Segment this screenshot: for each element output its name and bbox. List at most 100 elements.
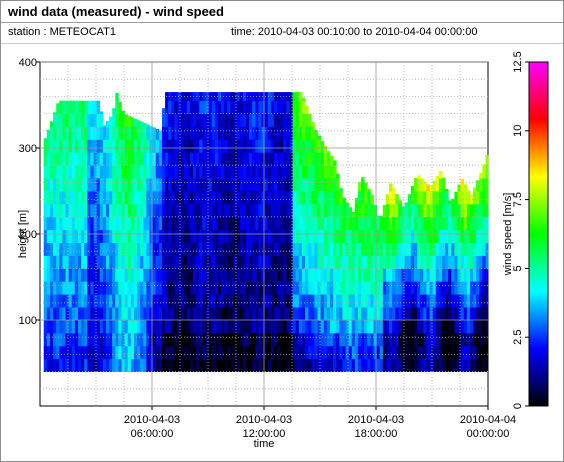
heatmap-cell	[99, 139, 104, 153]
heatmap-cell	[432, 216, 437, 231]
heatmap-cell	[93, 126, 98, 140]
heatmap-cell	[373, 229, 378, 243]
heatmap-cell	[389, 216, 393, 231]
heatmap-cell	[301, 139, 306, 153]
heatmap-cell	[59, 113, 63, 127]
heatmap-cell	[46, 281, 51, 295]
heatmap-cell	[211, 152, 216, 166]
heatmap-cell	[420, 345, 424, 360]
heatmap-cell	[457, 242, 462, 256]
heatmap-cell	[74, 229, 79, 243]
heatmap	[43, 92, 489, 372]
heatmap-cell	[404, 332, 409, 347]
heatmap-cell	[205, 268, 210, 282]
heatmap-cell	[124, 358, 129, 372]
heatmap-cell	[423, 281, 427, 295]
heatmap-cell	[77, 255, 82, 269]
heatmap-cell	[161, 139, 166, 153]
heatmap-cell	[435, 242, 440, 256]
heatmap-cell	[183, 203, 188, 218]
heatmap-cell	[214, 294, 219, 308]
heatmap-cell	[221, 242, 225, 256]
heatmap-cell	[168, 100, 172, 114]
heatmap-cell	[168, 281, 172, 295]
heatmap-cell	[280, 332, 284, 347]
heatmap-cell	[180, 216, 185, 231]
heatmap-cell	[217, 100, 222, 114]
heatmap-cell	[367, 229, 371, 243]
heatmap-cell	[211, 216, 216, 231]
heatmap-cell	[189, 126, 194, 140]
heatmap-cell	[59, 242, 63, 256]
heatmap-cell	[333, 358, 337, 372]
heatmap-cell	[161, 281, 166, 295]
heatmap-cell	[174, 229, 178, 243]
heatmap-cell	[423, 181, 427, 192]
heatmap-cell	[74, 242, 79, 256]
heatmap-cell	[301, 268, 306, 282]
heatmap-cell	[186, 345, 191, 360]
heatmap-cell	[370, 358, 374, 372]
heatmap-cell	[305, 203, 309, 218]
heatmap-cell	[426, 307, 430, 321]
heatmap-cell	[127, 116, 132, 127]
heatmap-cell	[423, 358, 427, 372]
heatmap-cell	[479, 203, 483, 218]
heatmap-cell	[171, 268, 175, 282]
heatmap-cell	[49, 320, 54, 334]
heatmap-cell	[81, 332, 85, 347]
heatmap-cell	[177, 178, 182, 192]
heatmap-cell	[239, 332, 244, 347]
heatmap-cell	[417, 229, 421, 243]
heatmap-cell	[205, 281, 210, 295]
heatmap-cell	[420, 307, 424, 321]
heatmap-cell	[109, 307, 113, 321]
heatmap-cell	[77, 113, 82, 127]
heatmap-cell	[140, 203, 144, 218]
heatmap-cell	[118, 152, 122, 166]
heatmap-cell	[404, 242, 409, 256]
heatmap-cell	[432, 242, 437, 256]
heatmap-cell	[143, 123, 147, 127]
heatmap-cell	[43, 242, 48, 256]
heatmap-cell	[305, 268, 309, 282]
heatmap-cell	[143, 358, 147, 372]
heatmap-cell	[183, 113, 188, 127]
heatmap-cell	[211, 307, 216, 321]
heatmap-cell	[245, 358, 250, 372]
heatmap-cell	[189, 216, 194, 231]
heatmap-cell	[140, 121, 144, 127]
heatmap-cell	[329, 191, 334, 205]
heatmap-cell	[336, 242, 340, 256]
heatmap-cell	[236, 332, 241, 347]
heatmap-cell	[457, 255, 462, 269]
heatmap-cell	[183, 255, 188, 269]
heatmap-cell	[351, 320, 356, 334]
heatmap-cell	[333, 216, 337, 231]
heatmap-cell	[454, 216, 458, 231]
heatmap-cell	[183, 229, 188, 243]
heatmap-cell	[109, 320, 113, 334]
heatmap-cell	[298, 268, 303, 282]
heatmap-cell	[438, 268, 443, 282]
heatmap-cell	[476, 180, 480, 192]
heatmap-cell	[211, 255, 216, 269]
heatmap-cell	[379, 255, 384, 269]
heatmap-cell	[77, 268, 82, 282]
heatmap-cell	[189, 229, 194, 243]
x-tick-label-date: 2010-04-04	[460, 414, 516, 426]
heatmap-cell	[435, 294, 440, 308]
heatmap-cell	[189, 358, 194, 372]
heatmap-cell	[112, 268, 116, 282]
heatmap-cell	[96, 255, 101, 269]
heatmap-cell	[376, 320, 381, 334]
heatmap-cell	[469, 255, 474, 269]
heatmap-cell	[77, 165, 82, 179]
heatmap-cell	[385, 332, 390, 347]
heatmap-cell	[152, 216, 157, 231]
heatmap-cell	[283, 320, 287, 334]
heatmap-cell	[217, 165, 222, 179]
heatmap-cell	[245, 191, 250, 205]
heatmap-cell	[242, 178, 247, 192]
heatmap-cell	[457, 358, 462, 372]
